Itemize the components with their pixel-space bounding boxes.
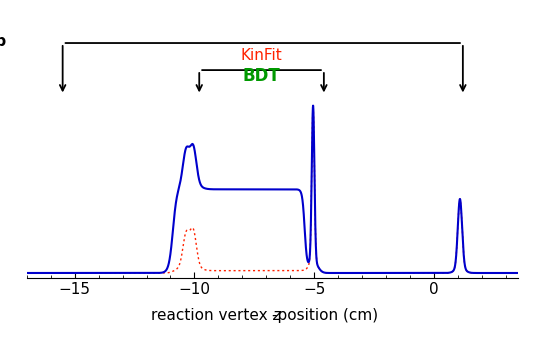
Text: BDT: BDT: [242, 67, 280, 85]
Text: KinFit: KinFit: [241, 48, 282, 63]
Text: -position (cm): -position (cm): [272, 308, 379, 323]
Text: BKsub: BKsub: [0, 34, 7, 49]
Text: z: z: [272, 308, 280, 323]
Text: reaction vertex: reaction vertex: [151, 308, 272, 323]
